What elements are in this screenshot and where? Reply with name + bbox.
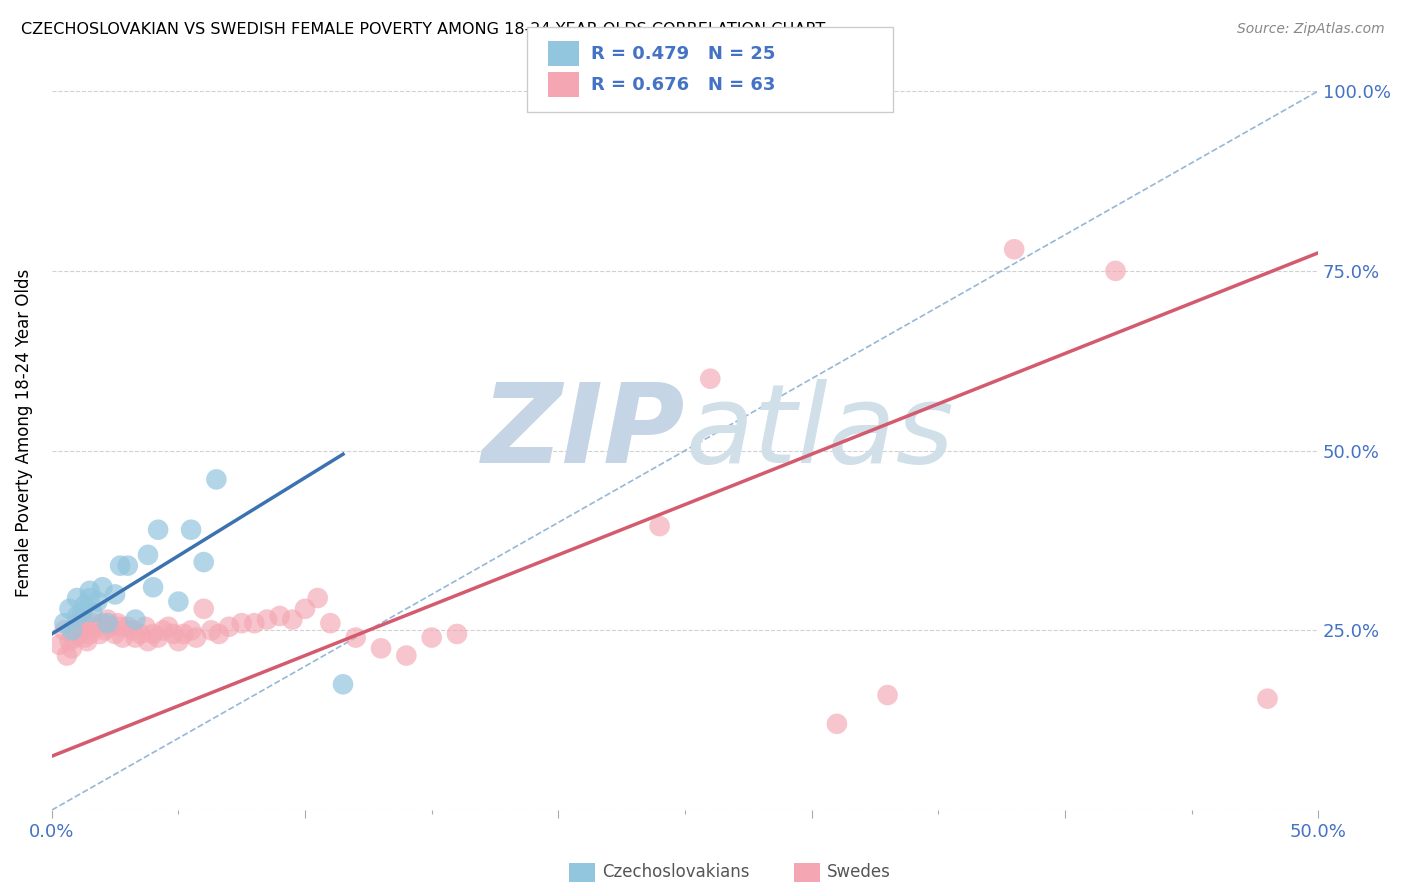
Point <box>200 624 222 638</box>
Text: atlas: atlas <box>685 379 953 486</box>
Point <box>129 627 152 641</box>
Point <box>157 620 180 634</box>
Point <box>70 613 93 627</box>
Y-axis label: Female Poverty Among 18-24 Year Olds: Female Poverty Among 18-24 Year Olds <box>15 268 32 597</box>
Point <box>208 627 231 641</box>
Point <box>86 594 108 608</box>
Point <box>70 606 93 620</box>
Point <box>66 616 89 631</box>
Point <box>56 648 79 663</box>
Text: CZECHOSLOVAKIAN VS SWEDISH FEMALE POVERTY AMONG 18-24 YEAR OLDS CORRELATION CHAR: CZECHOSLOVAKIAN VS SWEDISH FEMALE POVERT… <box>21 22 825 37</box>
Point <box>60 624 83 638</box>
Point <box>134 620 156 634</box>
Point <box>420 631 443 645</box>
Point <box>58 602 80 616</box>
Point <box>117 620 139 634</box>
Point <box>876 688 898 702</box>
Point <box>1002 242 1025 256</box>
Point <box>89 627 111 641</box>
Point <box>184 631 207 645</box>
Text: Czechoslovakians: Czechoslovakians <box>602 863 749 881</box>
Point <box>82 606 104 620</box>
Point <box>395 648 418 663</box>
Point <box>53 616 76 631</box>
Point <box>60 641 83 656</box>
Point <box>124 613 146 627</box>
Point <box>825 716 848 731</box>
Point <box>108 620 131 634</box>
Point <box>69 627 91 641</box>
Point <box>648 519 671 533</box>
Point <box>167 594 190 608</box>
Point <box>124 631 146 645</box>
Point <box>111 631 134 645</box>
Point <box>172 627 194 641</box>
Point <box>136 634 159 648</box>
Point <box>66 591 89 605</box>
Point <box>107 616 129 631</box>
Point <box>79 583 101 598</box>
Text: ZIP: ZIP <box>481 379 685 486</box>
Text: R = 0.676   N = 63: R = 0.676 N = 63 <box>591 76 775 94</box>
Point <box>281 613 304 627</box>
Point <box>193 555 215 569</box>
Point <box>332 677 354 691</box>
Point <box>370 641 392 656</box>
Point <box>79 627 101 641</box>
Point <box>344 631 367 645</box>
Point <box>73 598 96 612</box>
Point <box>94 624 117 638</box>
Point <box>104 627 127 641</box>
Point <box>699 372 721 386</box>
Point <box>256 613 278 627</box>
Point <box>243 616 266 631</box>
Point <box>167 634 190 648</box>
Point <box>1104 264 1126 278</box>
Point <box>1256 691 1278 706</box>
Point <box>96 613 118 627</box>
Point <box>142 627 165 641</box>
Point <box>66 609 89 624</box>
Point <box>48 638 70 652</box>
Point <box>86 620 108 634</box>
Point <box>73 631 96 645</box>
Point <box>91 580 114 594</box>
Point <box>53 624 76 638</box>
Point <box>104 587 127 601</box>
Text: Source: ZipAtlas.com: Source: ZipAtlas.com <box>1237 22 1385 37</box>
Point <box>108 558 131 573</box>
Point <box>142 580 165 594</box>
Point <box>63 631 86 645</box>
Point <box>218 620 240 634</box>
Point <box>91 616 114 631</box>
Point <box>58 634 80 648</box>
Point <box>146 523 169 537</box>
Text: Swedes: Swedes <box>827 863 890 881</box>
Point <box>180 523 202 537</box>
Point <box>205 472 228 486</box>
Point <box>136 548 159 562</box>
Point <box>193 602 215 616</box>
Point <box>307 591 329 605</box>
Point <box>180 624 202 638</box>
Point <box>70 624 93 638</box>
Point <box>79 591 101 605</box>
Point <box>319 616 342 631</box>
Point <box>76 634 98 648</box>
Point <box>121 624 143 638</box>
Point <box>294 602 316 616</box>
Point <box>269 609 291 624</box>
Point <box>231 616 253 631</box>
Point <box>162 627 184 641</box>
Point <box>96 616 118 631</box>
Text: R = 0.479   N = 25: R = 0.479 N = 25 <box>591 45 775 62</box>
Point <box>146 631 169 645</box>
Point <box>82 616 104 631</box>
Point <box>446 627 468 641</box>
Point <box>98 620 121 634</box>
Point <box>117 558 139 573</box>
Point <box>152 624 174 638</box>
